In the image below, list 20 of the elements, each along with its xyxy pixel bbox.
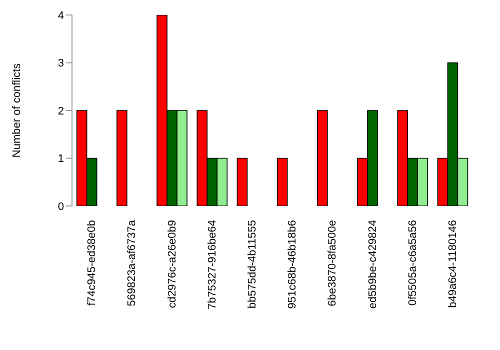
x-tick-label: b49a6c4-1180146 xyxy=(446,220,459,308)
x-tick-label: 7b75327-916be64 xyxy=(206,220,218,310)
y-tick-label: 4 xyxy=(58,10,64,22)
bar xyxy=(236,158,248,206)
y-tick-label: 0 xyxy=(58,200,64,213)
y-tick-label: 1 xyxy=(58,153,64,166)
y-axis-title: Number of conflicts xyxy=(10,62,23,158)
y-tick-label: 2 xyxy=(58,105,64,118)
x-tick-label: f74c945-ed38e0b xyxy=(86,220,98,306)
bar xyxy=(116,110,128,206)
y-tick-label: 3 xyxy=(58,58,64,70)
x-tick-label: 951c68b-46b18b6 xyxy=(286,220,299,309)
bar xyxy=(276,158,288,206)
x-tick-label: cd2976c-a26e0b9 xyxy=(166,220,178,308)
x-tick-label: ed5b9be-c429824 xyxy=(366,220,379,309)
x-tick-label: 6be3870-8fa500e xyxy=(326,220,339,306)
x-tick-label: bb575dd-4b11555 xyxy=(246,220,258,308)
x-tick-label: 569823a-af6737a xyxy=(126,219,138,306)
x-tick-label: 0f5505a-c6a5a56 xyxy=(406,220,419,306)
bar xyxy=(317,110,328,206)
